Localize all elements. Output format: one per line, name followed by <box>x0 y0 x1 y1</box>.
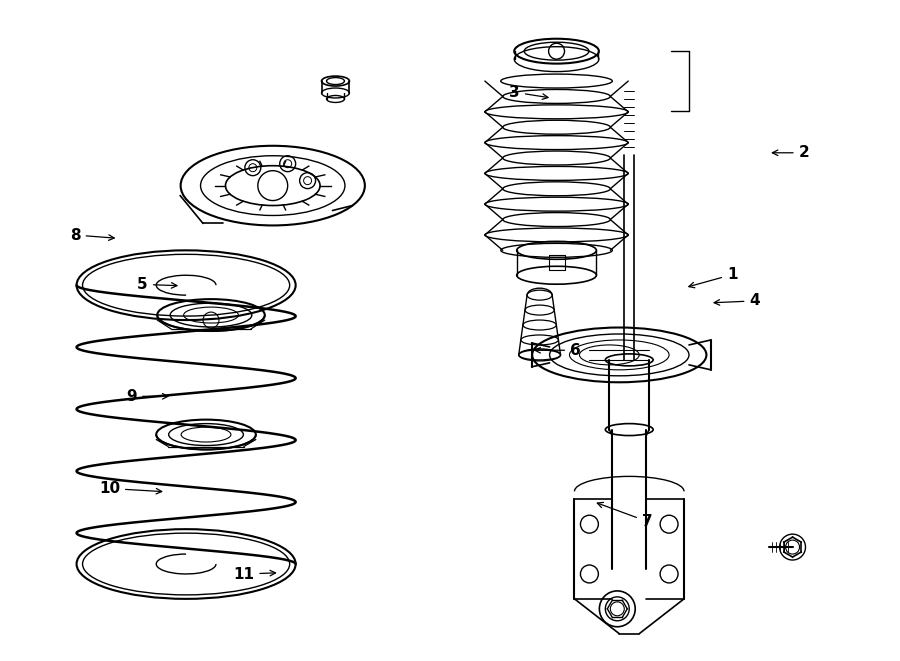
Text: 10: 10 <box>99 481 162 496</box>
Text: 3: 3 <box>509 85 548 100</box>
Text: 4: 4 <box>714 293 760 309</box>
Text: 8: 8 <box>70 227 114 243</box>
Text: 7: 7 <box>598 502 652 529</box>
Text: 11: 11 <box>233 566 275 582</box>
Text: 9: 9 <box>127 389 168 404</box>
Text: 2: 2 <box>772 145 809 160</box>
Text: 1: 1 <box>688 267 738 288</box>
Text: 6: 6 <box>535 343 581 358</box>
Text: 5: 5 <box>138 277 177 292</box>
